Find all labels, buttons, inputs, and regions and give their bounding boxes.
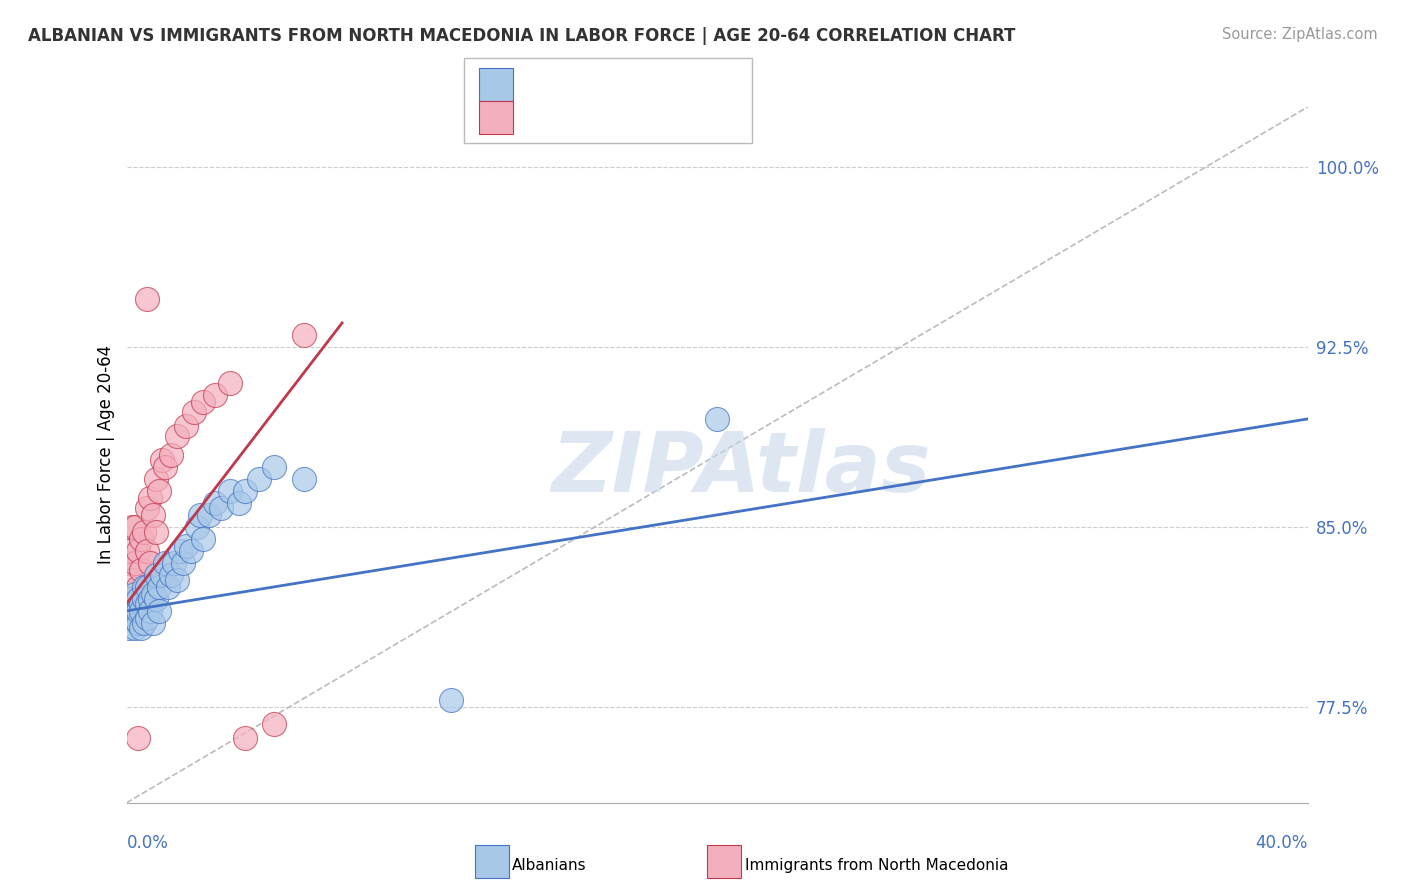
Point xyxy=(193,395,215,409)
Point xyxy=(198,508,221,522)
Point xyxy=(148,580,170,594)
Point xyxy=(134,615,156,630)
Text: 40.0%: 40.0% xyxy=(1256,834,1308,852)
Point xyxy=(139,491,162,505)
Text: R = 0.265   N = 51: R = 0.265 N = 51 xyxy=(517,75,675,93)
Text: 0.0%: 0.0% xyxy=(127,834,169,852)
Point xyxy=(139,604,162,618)
Point xyxy=(118,621,141,635)
Point xyxy=(124,621,146,635)
Point xyxy=(121,597,143,611)
Point xyxy=(209,500,232,515)
Point xyxy=(172,556,194,570)
Point xyxy=(186,520,208,534)
Point xyxy=(145,472,167,486)
Point xyxy=(159,448,183,462)
Point xyxy=(118,591,141,606)
Point xyxy=(247,472,270,486)
Point xyxy=(118,556,141,570)
Point xyxy=(193,532,215,546)
Point xyxy=(166,573,188,587)
Point xyxy=(127,591,149,606)
Point xyxy=(142,587,165,601)
Point xyxy=(166,428,188,442)
Point xyxy=(219,483,242,498)
Point xyxy=(233,731,256,745)
Point xyxy=(129,604,153,618)
Point xyxy=(124,591,146,606)
Point xyxy=(153,459,176,474)
Point xyxy=(121,573,143,587)
Point xyxy=(129,597,153,611)
Point xyxy=(156,580,179,594)
Point xyxy=(136,292,159,306)
Point xyxy=(159,567,183,582)
Point xyxy=(134,580,156,594)
Point xyxy=(127,544,149,558)
Point xyxy=(292,328,315,343)
Point xyxy=(150,567,173,582)
Point xyxy=(706,412,728,426)
Point xyxy=(145,567,167,582)
Point xyxy=(148,483,170,498)
Point xyxy=(127,731,149,745)
Point xyxy=(163,556,186,570)
Point xyxy=(136,580,159,594)
Point xyxy=(183,405,205,419)
Point xyxy=(180,544,202,558)
Point xyxy=(139,591,162,606)
Point xyxy=(174,539,197,553)
Point xyxy=(118,544,141,558)
Point xyxy=(129,563,153,577)
Point xyxy=(134,591,156,606)
Y-axis label: In Labor Force | Age 20-64: In Labor Force | Age 20-64 xyxy=(97,345,115,565)
Point xyxy=(136,500,159,515)
Text: Albanians: Albanians xyxy=(512,858,586,872)
Text: ALBANIAN VS IMMIGRANTS FROM NORTH MACEDONIA IN LABOR FORCE | AGE 20-64 CORRELATI: ALBANIAN VS IMMIGRANTS FROM NORTH MACEDO… xyxy=(28,27,1015,45)
Point xyxy=(228,496,250,510)
Point xyxy=(136,544,159,558)
Point xyxy=(188,508,211,522)
Point xyxy=(233,483,256,498)
Point xyxy=(204,388,226,402)
Point xyxy=(134,524,156,539)
Point xyxy=(124,556,146,570)
Point xyxy=(127,604,149,618)
Point xyxy=(292,472,315,486)
Point xyxy=(263,716,285,731)
Point xyxy=(219,376,242,390)
Point xyxy=(139,556,162,570)
Point xyxy=(136,611,159,625)
Point xyxy=(121,611,143,625)
Point xyxy=(142,615,165,630)
Point xyxy=(121,520,143,534)
Text: Immigrants from North Macedonia: Immigrants from North Macedonia xyxy=(745,858,1008,872)
Point xyxy=(127,580,149,594)
Point xyxy=(118,591,141,606)
Point xyxy=(145,591,167,606)
Point xyxy=(169,544,191,558)
Point xyxy=(145,524,167,539)
Point xyxy=(148,604,170,618)
Point xyxy=(129,621,153,635)
Point xyxy=(440,692,463,706)
Point xyxy=(153,556,176,570)
Point xyxy=(263,459,285,474)
Point xyxy=(142,508,165,522)
Point xyxy=(204,496,226,510)
Point xyxy=(150,452,173,467)
Point xyxy=(129,604,153,618)
Point xyxy=(134,591,156,606)
Point xyxy=(129,532,153,546)
Point xyxy=(124,520,146,534)
Point xyxy=(127,615,149,630)
Point xyxy=(124,604,146,618)
Text: ZIPAtlas: ZIPAtlas xyxy=(551,428,931,509)
Point xyxy=(136,597,159,611)
Point xyxy=(121,604,143,618)
Text: Source: ZipAtlas.com: Source: ZipAtlas.com xyxy=(1222,27,1378,42)
Text: R = 0.498   N = 38: R = 0.498 N = 38 xyxy=(517,108,675,126)
Point xyxy=(174,419,197,434)
Point xyxy=(124,587,146,601)
